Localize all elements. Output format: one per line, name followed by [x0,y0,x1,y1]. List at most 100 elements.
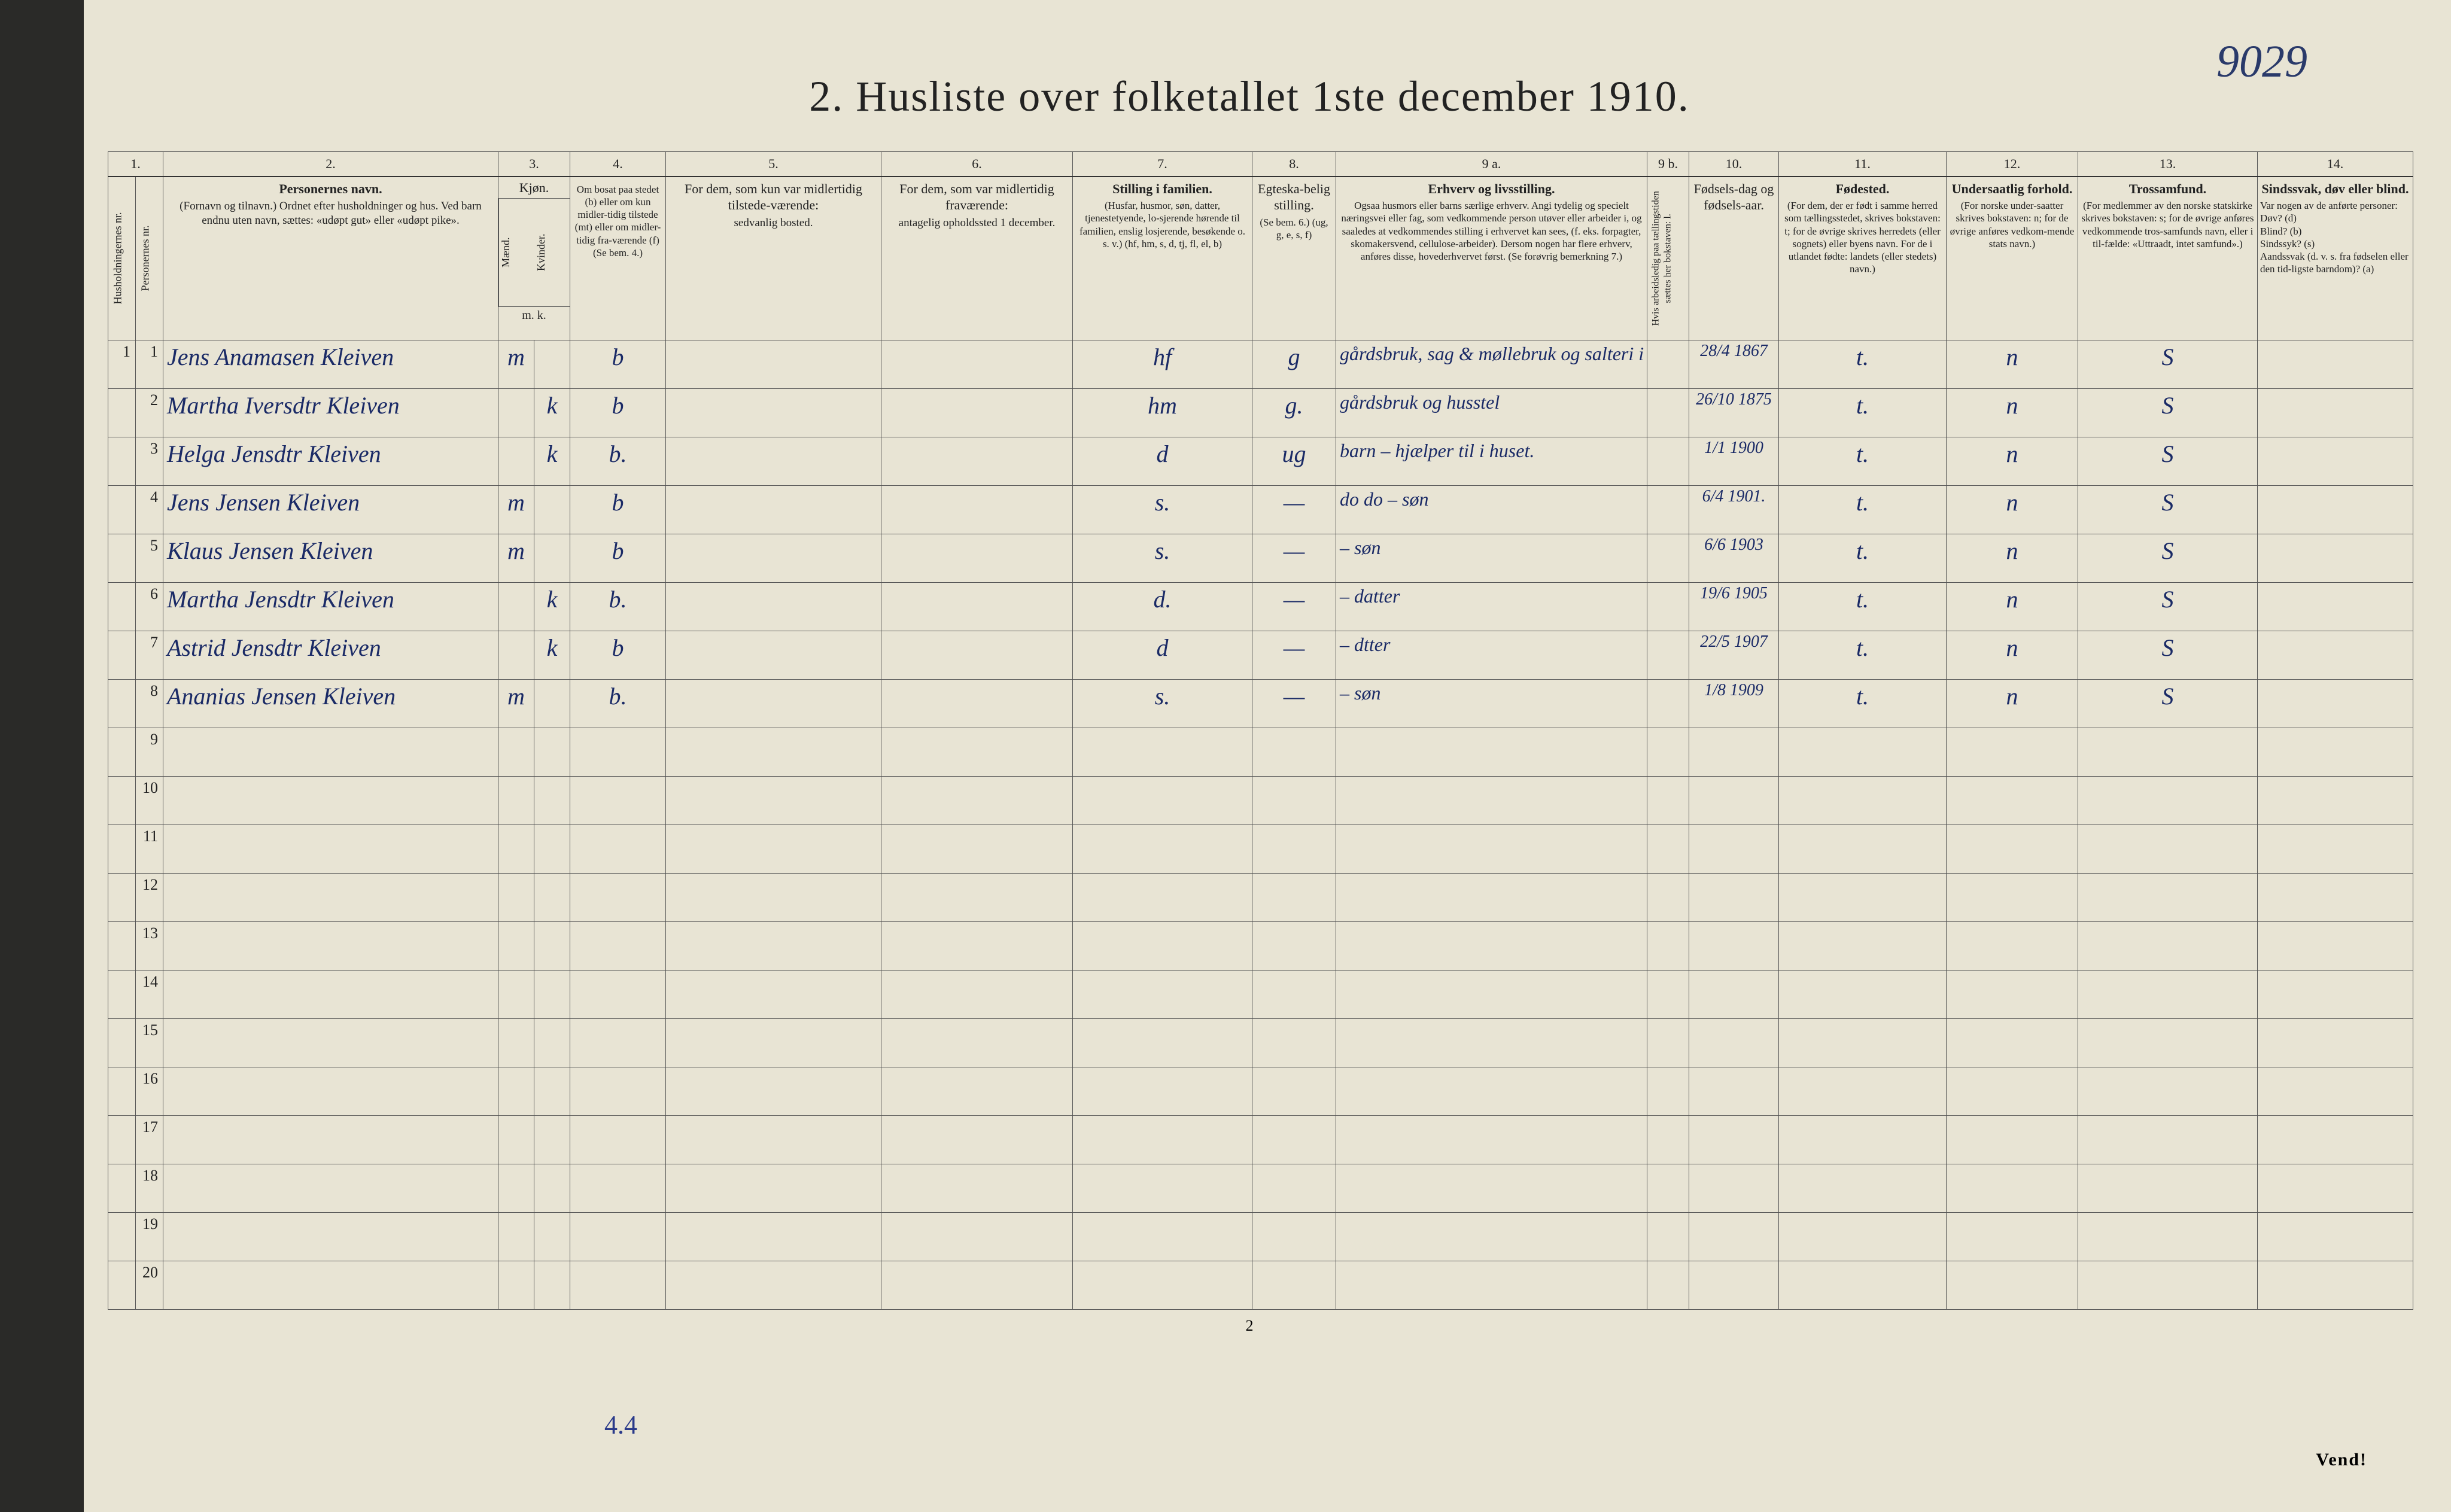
coln-4: 4. [570,152,666,177]
column-number-row: 1. 2. 3. 4. 5. 6. 7. 8. 9 a. 9 b. 10. 11… [108,152,2413,177]
cell-nationality: n [1947,485,2078,534]
hdr-name: Personernes navn. (Fornavn og tilnavn.) … [163,177,498,340]
table-row: 20 [108,1261,2413,1309]
hdr-temp-present: For dem, som kun var midlertidig tilsted… [666,177,881,340]
coln-8: 8. [1252,152,1336,177]
household-nr [108,631,136,679]
cell-birthdate: 1/8 1909 [1689,679,1779,728]
table-row: 5Klaus Jensen Kleivenmbs.—– søn6/6 1903t… [108,534,2413,582]
household-nr [108,679,136,728]
cell-disability [2258,679,2413,728]
cell-name: Jens Anamasen Kleiven [163,340,498,388]
person-nr: 19 [136,1212,163,1261]
table-row: 13 [108,921,2413,970]
cell-religion: S [2078,582,2258,631]
cell-birthplace: t. [1779,340,1947,388]
cell-nationality: n [1947,582,2078,631]
person-nr: 17 [136,1115,163,1164]
hdr-residence: Om bosat paa stedet (b) eller om kun mid… [570,177,666,340]
coln-6: 6. [881,152,1073,177]
household-nr [108,485,136,534]
household-nr [108,388,136,437]
table-row: 10 [108,776,2413,825]
table-row: 4Jens Jensen Kleivenmbs.—do do – søn6/4 … [108,485,2413,534]
cell-occupation: – søn [1336,534,1647,582]
coln-10: 10. [1689,152,1779,177]
cell-marital: g. [1252,388,1336,437]
household-nr [108,728,136,776]
cell-residence: b [570,631,666,679]
person-nr: 4 [136,485,163,534]
person-nr: 18 [136,1164,163,1212]
cell-family-pos: d. [1073,582,1252,631]
cell-marital: — [1252,534,1336,582]
cell-name: Jens Jensen Kleiven [163,485,498,534]
coln-9a: 9 a. [1336,152,1647,177]
cell-nationality: n [1947,679,2078,728]
cell-birthdate: 28/4 1867 [1689,340,1779,388]
cell-residence: b. [570,437,666,485]
cell-occupation: gårdsbruk, sag & møllebruk og salteri i … [1336,340,1647,388]
table-row: 18 [108,1164,2413,1212]
cell-name: Astrid Jensdtr Kleiven [163,631,498,679]
cell-disability [2258,437,2413,485]
hdr-unemployed: Hvis arbeidsledig paa tællingstiden sætt… [1647,177,1689,340]
cell-nationality: n [1947,388,2078,437]
cell-residence: b [570,340,666,388]
cell-marital: — [1252,631,1336,679]
cell-occupation: gårdsbruk og husstel [1336,388,1647,437]
cell-marital: — [1252,582,1336,631]
cell-occupation: do do – søn [1336,485,1647,534]
cell-unemployed [1647,388,1689,437]
cell-nationality: n [1947,534,2078,582]
coln-3: 3. [498,152,570,177]
person-nr: 5 [136,534,163,582]
cell-birthdate: 6/4 1901. [1689,485,1779,534]
cell-nationality: n [1947,437,2078,485]
table-row: 19 [108,1212,2413,1261]
household-nr [108,873,136,921]
cell-birthdate: 26/10 1875 [1689,388,1779,437]
person-nr: 7 [136,631,163,679]
cell-male: m [498,534,534,582]
cell-disability [2258,340,2413,388]
cell-name: Martha Iversdtr Kleiven [163,388,498,437]
person-nr: 8 [136,679,163,728]
cell-male: m [498,485,534,534]
cell-birthdate: 1/1 1900 [1689,437,1779,485]
household-nr [108,1067,136,1115]
hdr-temp-absent: For dem, som var midlertidig fraværende:… [881,177,1073,340]
sheet-number: 9029 [2216,36,2307,88]
cell-disability [2258,388,2413,437]
cell-family-pos: d [1073,631,1252,679]
cell-male [498,582,534,631]
cell-name: Helga Jensdtr Kleiven [163,437,498,485]
coln-11: 11. [1779,152,1947,177]
table-row: 12 [108,873,2413,921]
cell-female: k [534,582,570,631]
household-nr [108,1115,136,1164]
table-row: 14 [108,970,2413,1018]
coln-1: 1. [108,152,163,177]
cell-birthdate: 22/5 1907 [1689,631,1779,679]
cell-temp-absent [881,388,1073,437]
cell-religion: S [2078,631,2258,679]
cell-unemployed [1647,534,1689,582]
person-nr: 2 [136,388,163,437]
coln-12: 12. [1947,152,2078,177]
cell-residence: b. [570,679,666,728]
cell-unemployed [1647,340,1689,388]
household-nr [108,1261,136,1309]
annotation-below: 4.4 [604,1410,637,1440]
cell-male [498,631,534,679]
cell-female [534,679,570,728]
household-nr [108,582,136,631]
cell-male [498,437,534,485]
cell-female: k [534,388,570,437]
cell-marital: g [1252,340,1336,388]
cell-temp-absent [881,340,1073,388]
census-page: 9029 2. Husliste over folketallet 1ste d… [0,0,2451,1512]
coln-13: 13. [2078,152,2258,177]
table-row: 3Helga Jensdtr Kleivenkb.dugbarn – hjælp… [108,437,2413,485]
table-row: 17 [108,1115,2413,1164]
